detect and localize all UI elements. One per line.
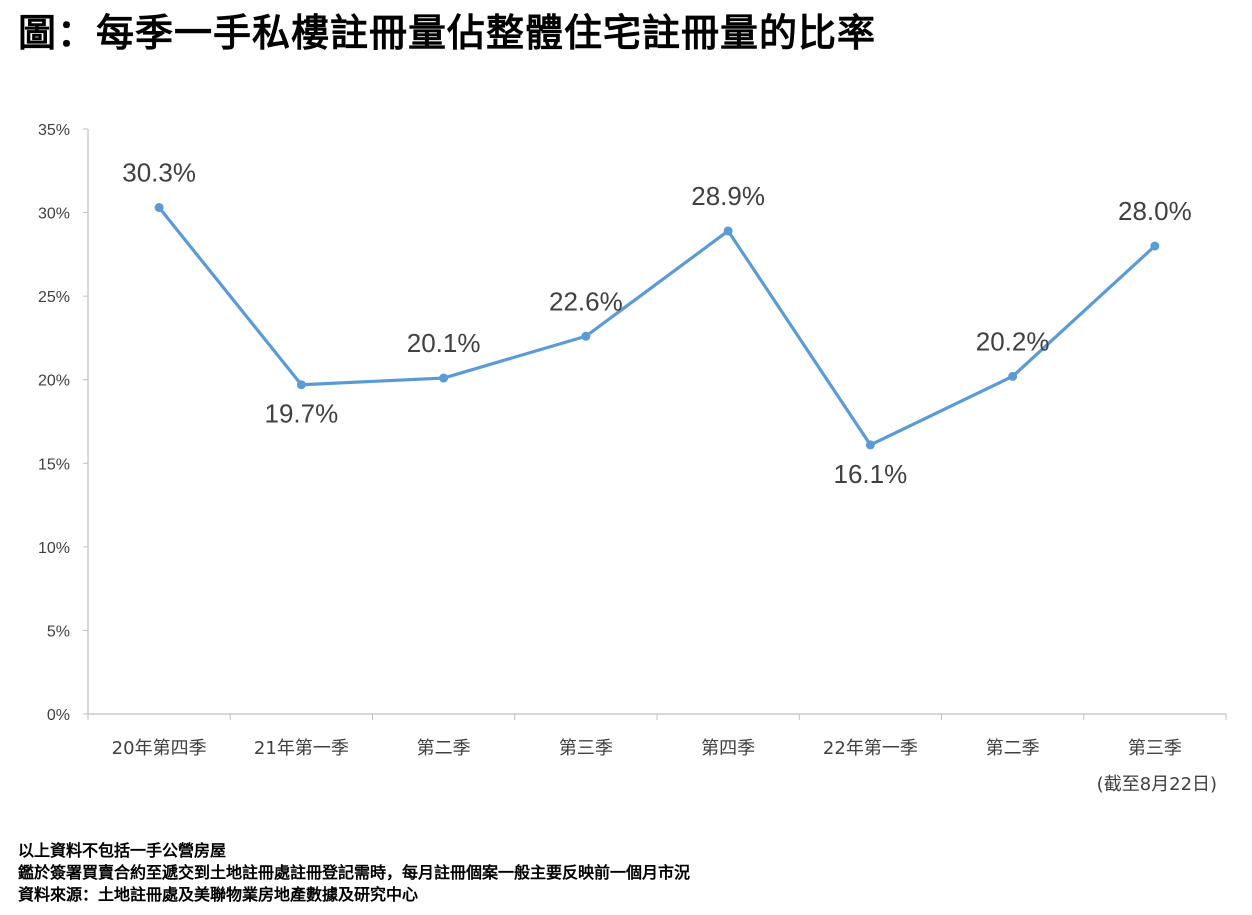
footnote-line: 資料來源：土地註冊處及美聯物業房地產數據及研究中心	[18, 885, 419, 904]
x-tick-label: 21年第一季	[254, 738, 349, 759]
data-label: 19.7%	[265, 399, 339, 429]
footnotes: 以上資料不包括一手公營房屋 鑑於簽署買賣合約至遞交到土地註冊處註冊登記需時，每月…	[18, 840, 690, 906]
data-point	[581, 331, 591, 341]
x-tick-label: 第四季	[701, 738, 755, 759]
data-label: 20.1%	[407, 328, 481, 358]
data-point	[154, 203, 164, 213]
data-label: 30.3%	[122, 158, 196, 188]
x-tick-label: 第三季	[559, 738, 613, 759]
y-tick-label: 25%	[38, 289, 70, 306]
line-chart: 0% 5% 10% 15% 20% 25% 30% 35% 20年第四季 21年第一季 第二季 第三…	[38, 122, 1227, 795]
y-tick-label: 35%	[38, 122, 70, 139]
y-tick-label: 5%	[47, 623, 70, 640]
y-axis-ticks: 0% 5% 10% 15% 20% 25% 30% 35%	[38, 122, 70, 724]
y-tick-label: 15%	[38, 456, 70, 473]
y-tick-label: 30%	[38, 206, 70, 223]
data-point	[865, 440, 875, 450]
x-axis-ticks: 20年第四季 21年第一季 第二季 第三季 第四季 22年第一季 第二季 第三季 (截至8月22…	[112, 738, 1217, 795]
footnote-line: 以上資料不包括一手公營房屋	[18, 841, 227, 860]
x-tick-label: 20年第四季	[112, 738, 207, 759]
data-label: 20.2%	[976, 326, 1050, 356]
x-tick-label: 第二季	[417, 738, 471, 759]
data-point	[1150, 241, 1160, 251]
data-point	[439, 373, 449, 383]
y-tick-label: 20%	[38, 373, 70, 390]
data-labels: 30.3% 19.7% 20.1% 22.6% 28.9% 16.1% 20.2% 28.0%	[122, 158, 1191, 489]
footnote-line: 鑑於簽署買賣合約至遞交到土地註冊處註冊登記需時，每月註冊個案一般主要反映前一個月…	[18, 863, 691, 882]
data-point	[296, 380, 306, 390]
x-tick-label: 22年第一季	[823, 738, 918, 759]
y-tick-label: 10%	[38, 540, 70, 557]
x-tick-subnote: (截至8月22日)	[1097, 774, 1217, 795]
data-label: 22.6%	[549, 286, 623, 316]
y-tick-label: 0%	[47, 707, 70, 724]
data-label: 28.9%	[691, 181, 765, 211]
chart-title: 圖：每季一手私樓註冊量佔整體住宅註冊量的比率	[18, 11, 877, 55]
series-polyline	[157, 205, 1157, 447]
x-tick-label: 第三季	[1128, 738, 1182, 759]
data-label: 28.0%	[1118, 196, 1192, 226]
chart-axes	[83, 128, 1227, 720]
series-line	[154, 203, 1160, 450]
data-label: 16.1%	[834, 459, 908, 489]
x-tick-label: 第二季	[986, 738, 1040, 759]
data-point	[723, 226, 733, 236]
data-point	[1008, 371, 1018, 381]
